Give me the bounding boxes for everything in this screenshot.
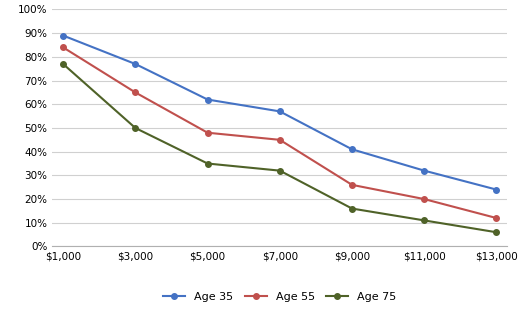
- Age 55: [421, 197, 427, 201]
- Line: Age 35: Age 35: [60, 33, 499, 192]
- Age 75: [277, 169, 283, 173]
- Age 75: [60, 62, 66, 66]
- Age 75: [421, 219, 427, 222]
- Age 55: [204, 131, 211, 135]
- Line: Age 75: Age 75: [60, 61, 499, 235]
- Age 35: [493, 188, 499, 191]
- Age 55: [493, 216, 499, 220]
- Age 55: [349, 183, 355, 187]
- Age 35: [204, 98, 211, 101]
- Age 55: [277, 138, 283, 142]
- Age 35: [132, 62, 139, 66]
- Age 35: [277, 110, 283, 113]
- Age 35: [421, 169, 427, 173]
- Legend: Age 35, Age 55, Age 75: Age 35, Age 55, Age 75: [159, 288, 401, 307]
- Age 55: [132, 90, 139, 94]
- Age 75: [204, 162, 211, 166]
- Line: Age 55: Age 55: [60, 45, 499, 221]
- Age 55: [60, 46, 66, 49]
- Age 75: [349, 207, 355, 210]
- Age 35: [349, 147, 355, 151]
- Age 35: [60, 34, 66, 38]
- Age 75: [132, 126, 139, 130]
- Age 75: [493, 230, 499, 234]
